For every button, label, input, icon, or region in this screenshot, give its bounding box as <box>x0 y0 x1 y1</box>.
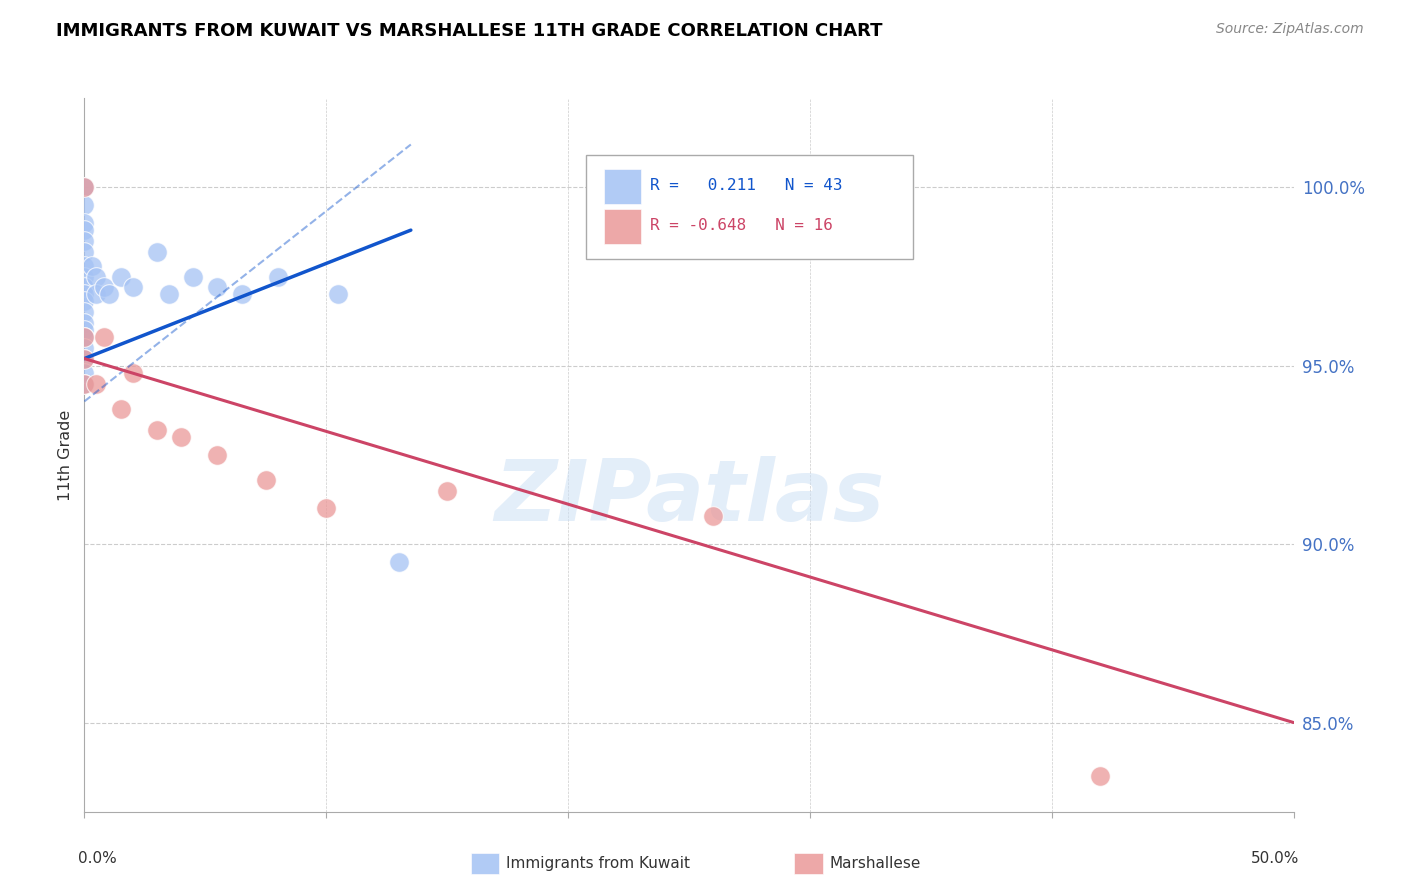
Point <box>86 287 108 301</box>
FancyBboxPatch shape <box>605 169 641 203</box>
Y-axis label: 11th Grade: 11th Grade <box>58 409 73 500</box>
Point <box>73 366 96 380</box>
Point <box>254 473 277 487</box>
Point <box>388 555 411 569</box>
Point <box>315 501 337 516</box>
Text: ZIPatlas: ZIPatlas <box>494 456 884 540</box>
Text: 50.0%: 50.0% <box>1251 851 1299 866</box>
Text: R =   0.211   N = 43: R = 0.211 N = 43 <box>650 178 842 194</box>
Point <box>146 423 169 437</box>
Point <box>73 330 96 344</box>
Point <box>86 269 108 284</box>
Point <box>231 287 253 301</box>
Point <box>73 376 96 391</box>
Point <box>1088 769 1111 783</box>
Point <box>328 287 350 301</box>
Point <box>73 287 96 301</box>
Point <box>73 234 96 248</box>
Text: Immigrants from Kuwait: Immigrants from Kuwait <box>506 856 690 871</box>
Point <box>73 244 96 259</box>
Point <box>73 330 96 344</box>
Point <box>73 259 96 273</box>
Point <box>93 280 115 294</box>
FancyBboxPatch shape <box>586 155 912 259</box>
Text: Marshallese: Marshallese <box>830 856 921 871</box>
Point <box>73 180 96 194</box>
Point <box>73 341 96 355</box>
Point <box>157 287 180 301</box>
Point <box>73 351 96 366</box>
Point <box>73 269 96 284</box>
Point <box>110 269 132 284</box>
Point <box>267 269 290 284</box>
Point <box>702 508 724 523</box>
Point <box>73 223 96 237</box>
Point <box>207 448 229 462</box>
Point <box>73 180 96 194</box>
Text: 0.0%: 0.0% <box>79 851 117 866</box>
Point <box>93 330 115 344</box>
Point <box>73 180 96 194</box>
Point <box>97 287 120 301</box>
Point <box>170 430 193 444</box>
Point <box>181 269 204 284</box>
Point <box>73 323 96 337</box>
Text: R = -0.648   N = 16: R = -0.648 N = 16 <box>650 219 834 234</box>
Text: IMMIGRANTS FROM KUWAIT VS MARSHALLESE 11TH GRADE CORRELATION CHART: IMMIGRANTS FROM KUWAIT VS MARSHALLESE 11… <box>56 22 883 40</box>
Point <box>146 244 169 259</box>
Point <box>436 483 458 498</box>
Text: Source: ZipAtlas.com: Source: ZipAtlas.com <box>1216 22 1364 37</box>
Point <box>121 366 143 380</box>
Point <box>73 198 96 212</box>
Point <box>207 280 229 294</box>
Point <box>73 316 96 330</box>
Point <box>73 216 96 230</box>
Point <box>73 305 96 319</box>
Point <box>110 401 132 416</box>
Point <box>80 259 103 273</box>
Point <box>121 280 143 294</box>
Point <box>73 376 96 391</box>
Point <box>73 294 96 309</box>
Point <box>73 280 96 294</box>
FancyBboxPatch shape <box>605 210 641 244</box>
Point <box>86 376 108 391</box>
Point <box>73 351 96 366</box>
